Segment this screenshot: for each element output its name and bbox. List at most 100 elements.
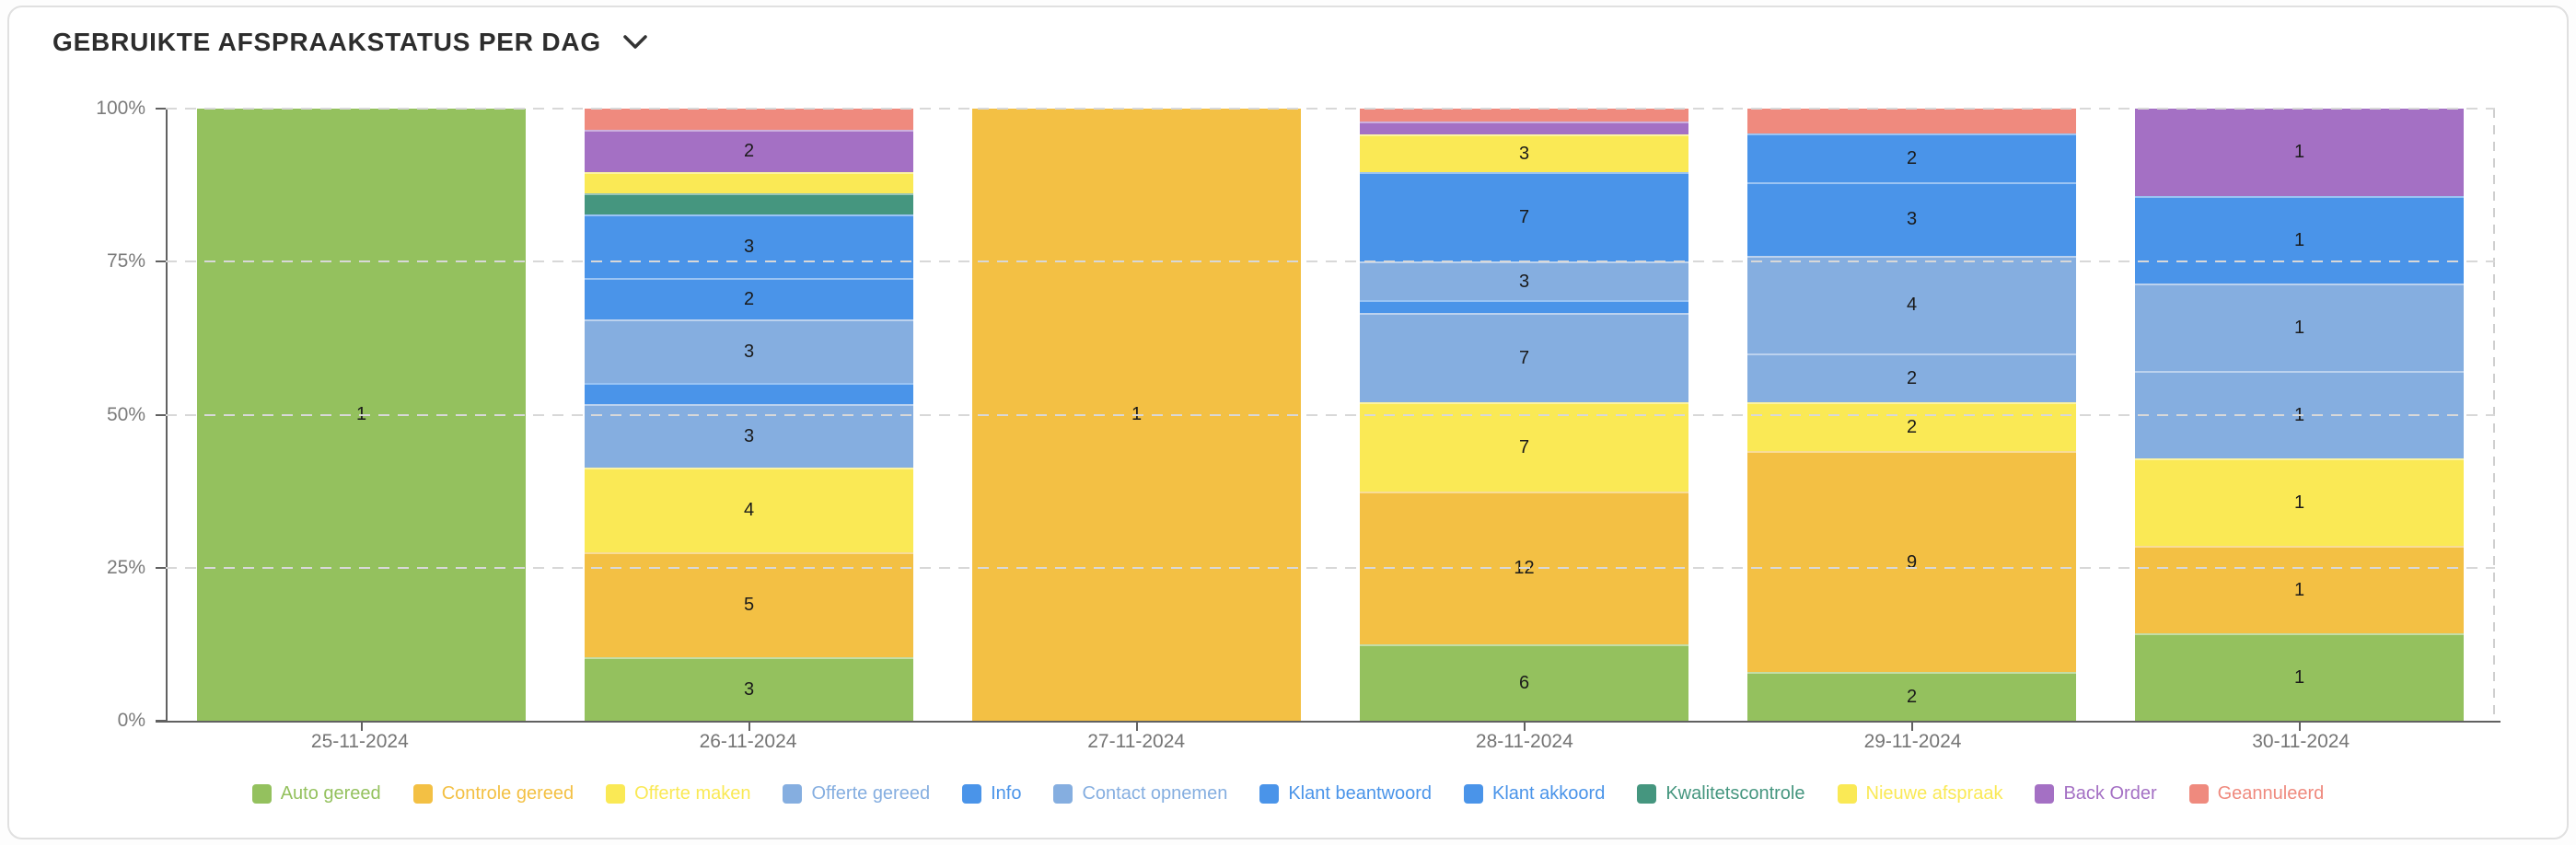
x-tick-27-11-2024 <box>1135 721 1138 731</box>
bar-segment-auto-gereed[interactable]: 1 <box>2134 633 2465 721</box>
y-axis-label-0: 0% <box>117 710 145 731</box>
bar-segment-klant-akkoord[interactable]: 3 <box>584 214 914 278</box>
bar-segment-contact-opnemen[interactable]: 3 <box>1359 261 1689 300</box>
bar-segment-geannuleerd[interactable] <box>1359 109 1689 122</box>
bar-segment-klant-beantwoord[interactable]: 3 <box>1746 181 2077 256</box>
legend-item-klant-beantwoord[interactable]: Klant beantwoord <box>1259 783 1432 804</box>
legend-label-info: Info <box>991 783 1022 804</box>
y-tick-75 <box>156 260 166 263</box>
bar-segment-klant-beantwoord[interactable]: 2 <box>584 277 914 320</box>
x-axis-label-26-11-2024: 26-11-2024 <box>699 731 797 752</box>
legend-item-geannuleerd[interactable]: Geannuleerd <box>2188 783 2324 804</box>
segment-value-label: 2 <box>1906 417 1918 438</box>
segment-value-label: 3 <box>1906 209 1918 230</box>
legend-swatch-offerte-gereed <box>783 784 803 804</box>
chevron-down-icon[interactable] <box>623 35 647 50</box>
bar-segment-auto-gereed[interactable]: 6 <box>1359 643 1689 721</box>
legend-item-back-order[interactable]: Back Order <box>2035 783 2157 804</box>
segment-value-label: 2 <box>743 141 755 162</box>
legend-swatch-offerte-maken <box>606 784 626 804</box>
stacked-bar-29-11-2024[interactable]: 2 9 2 2 4 3 2 <box>1746 109 2077 721</box>
segment-value-label: 1 <box>2293 580 2305 600</box>
segment-value-label: 3 <box>743 679 755 700</box>
bar-segment-klant-beantwoord[interactable]: 7 <box>1359 172 1689 262</box>
x-axis-line <box>156 721 2501 723</box>
stacked-bar-30-11-2024[interactable]: 1 1 1 1 1 1 1 <box>2134 109 2465 721</box>
bar-segment-nieuwe-afspraak[interactable]: 3 <box>1359 133 1689 173</box>
y-axis-labels: 100% 75% 50% 25% 0% <box>9 98 145 731</box>
bar-segment-auto-gereed[interactable]: 3 <box>584 657 914 721</box>
bar-segment-klant-akkoord[interactable]: 2 <box>1746 133 2077 182</box>
legend-item-contact-opnemen[interactable]: Contact opnemen <box>1053 783 1227 804</box>
bar-segment-info[interactable] <box>584 383 914 405</box>
x-tick-26-11-2024 <box>748 721 750 731</box>
segment-value-label: 7 <box>1518 436 1530 457</box>
y-tick-25 <box>156 566 166 569</box>
legend-item-nieuwe-afspraak[interactable]: Nieuwe afspraak <box>1837 783 2002 804</box>
y-axis-label-75: 75% <box>106 250 145 272</box>
bar-segment-back-order[interactable]: 2 <box>584 130 914 172</box>
legend-swatch-klant-akkoord <box>1464 784 1484 804</box>
segment-value-label: 2 <box>1906 686 1918 707</box>
legend-swatch-klant-beantwoord <box>1259 784 1280 804</box>
y-axis-label-50: 50% <box>106 403 145 425</box>
bar-segment-back-order[interactable] <box>1359 121 1689 134</box>
segment-value-label: 3 <box>743 341 755 363</box>
legend-label-contact-opnemen: Contact opnemen <box>1082 783 1228 804</box>
segment-value-label: 5 <box>743 595 755 616</box>
legend-label-offerte-maken: Offerte maken <box>634 783 751 804</box>
bar-segment-offerte-maken[interactable]: 4 <box>584 467 914 552</box>
bar-segment-contact-opnemen[interactable]: 3 <box>584 319 914 384</box>
gridline-100 <box>166 108 2495 110</box>
legend-label-controle-gereed: Controle gereed <box>441 783 574 804</box>
gridline-50 <box>166 413 2495 416</box>
bar-segment-offerte-maken[interactable]: 2 <box>1746 402 2077 452</box>
bars-container: 13543323216127737329224321111111 <box>168 109 2493 731</box>
bar-segment-info[interactable] <box>1359 299 1689 313</box>
segment-value-label: 7 <box>1518 347 1530 368</box>
bar-segment-offerte-maken[interactable]: 7 <box>1359 401 1689 492</box>
legend-item-offerte-gereed[interactable]: Offerte gereed <box>783 783 930 804</box>
bar-segment-back-order[interactable]: 1 <box>2134 109 2465 196</box>
y-tick-0 <box>156 720 166 722</box>
legend-label-auto-gereed: Auto gereed <box>280 783 381 804</box>
bar-segment-geannuleerd[interactable] <box>584 109 914 131</box>
x-axis-label-27-11-2024: 27-11-2024 <box>1087 731 1186 752</box>
x-tick-30-11-2024 <box>2298 721 2301 731</box>
segment-value-label: 7 <box>1518 207 1530 228</box>
bar-segment-geannuleerd[interactable] <box>1746 109 2077 133</box>
segment-value-label: 1 <box>2293 667 2305 688</box>
legend-item-offerte-maken[interactable]: Offerte maken <box>606 783 750 804</box>
bar-slot-29-11-2024: 2 9 2 2 4 3 2 <box>1718 109 2106 731</box>
bar-segment-controle-gereed[interactable]: 1 <box>2134 546 2465 633</box>
bar-segment-kwalitetscontrole[interactable] <box>584 192 914 214</box>
legend-label-back-order: Back Order <box>2063 783 2157 804</box>
x-tick-28-11-2024 <box>1523 721 1526 731</box>
bar-segment-offerte-maken[interactable]: 1 <box>2134 458 2465 546</box>
segment-value-label: 1 <box>2294 405 2304 426</box>
legend-item-controle-gereed[interactable]: Controle gereed <box>412 783 574 804</box>
bar-segment-contact-opnemen[interactable]: 4 <box>1746 255 2077 354</box>
bar-segment-offerte-gereed[interactable]: 2 <box>1746 353 2077 403</box>
bar-segment-controle-gereed[interactable]: 9 <box>1746 451 2077 672</box>
bar-segment-nieuwe-afspraak[interactable] <box>584 171 914 193</box>
bar-segment-controle-gereed[interactable]: 5 <box>584 551 914 658</box>
segment-value-label: 12 <box>1514 558 1535 579</box>
bar-segment-klant-beantwoord[interactable]: 1 <box>2134 196 2465 284</box>
segment-value-label: 3 <box>1518 144 1530 165</box>
bar-segment-offerte-gereed[interactable]: 7 <box>1359 312 1689 402</box>
legend-item-info[interactable]: Info <box>962 783 1021 804</box>
chart-legend: Auto gereed Controle gereed Offerte maken O… <box>64 783 2512 804</box>
x-axis-label-29-11-2024: 29-11-2024 <box>1863 731 1962 752</box>
legend-item-auto-gereed[interactable]: Auto gereed <box>251 783 381 804</box>
segment-value-label: 1 <box>2293 230 2305 250</box>
y-tick-100 <box>156 108 166 110</box>
y-axis-label-100: 100% <box>96 98 145 119</box>
bar-segment-contact-opnemen[interactable]: 1 <box>2134 284 2465 371</box>
segment-value-label: 3 <box>743 236 755 257</box>
legend-item-kwalitetscontrole[interactable]: Kwalitetscontrole <box>1637 783 1805 804</box>
bar-segment-auto-gereed[interactable]: 2 <box>1746 671 2077 721</box>
legend-item-klant-akkoord[interactable]: Klant akkoord <box>1464 783 1605 804</box>
segment-value-label: 1 <box>2293 142 2305 162</box>
legend-swatch-auto-gereed <box>251 784 272 804</box>
